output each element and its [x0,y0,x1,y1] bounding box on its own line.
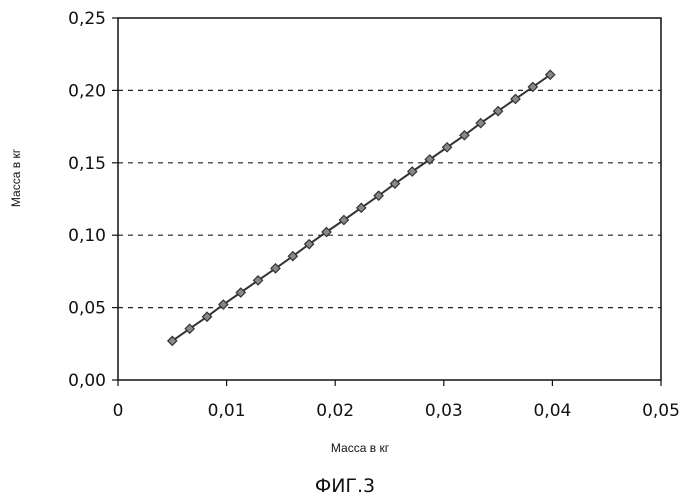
y-axis-ticks: 0,00 0,05 0,10 0,15 0,20 0,25 [68,9,118,391]
x-tick-label: 0,05 [642,401,680,421]
y-axis-title: Масса в кг [9,148,23,207]
series [168,70,555,345]
y-tick-label: 0,05 [68,299,106,319]
x-tick-label: 0 [113,401,124,421]
figure-caption: ФИГ.3 [315,475,375,497]
plot-area-frame [118,18,661,380]
x-axis-title: Масса в кг [331,441,390,455]
y-tick-label: 0,25 [68,9,106,29]
y-tick-label: 0,10 [68,226,106,246]
grid-lines [118,90,661,307]
x-tick-label: 0,01 [208,401,246,421]
x-tick-label: 0,03 [425,401,463,421]
x-axis-ticks: 0 0,01 0,02 0,03 0,04 0,05 [113,380,680,421]
y-tick-label: 0,00 [68,371,106,391]
x-tick-label: 0,04 [533,401,571,421]
x-tick-label: 0,02 [316,401,354,421]
y-tick-label: 0,15 [68,154,106,174]
y-tick-label: 0,20 [68,81,106,101]
